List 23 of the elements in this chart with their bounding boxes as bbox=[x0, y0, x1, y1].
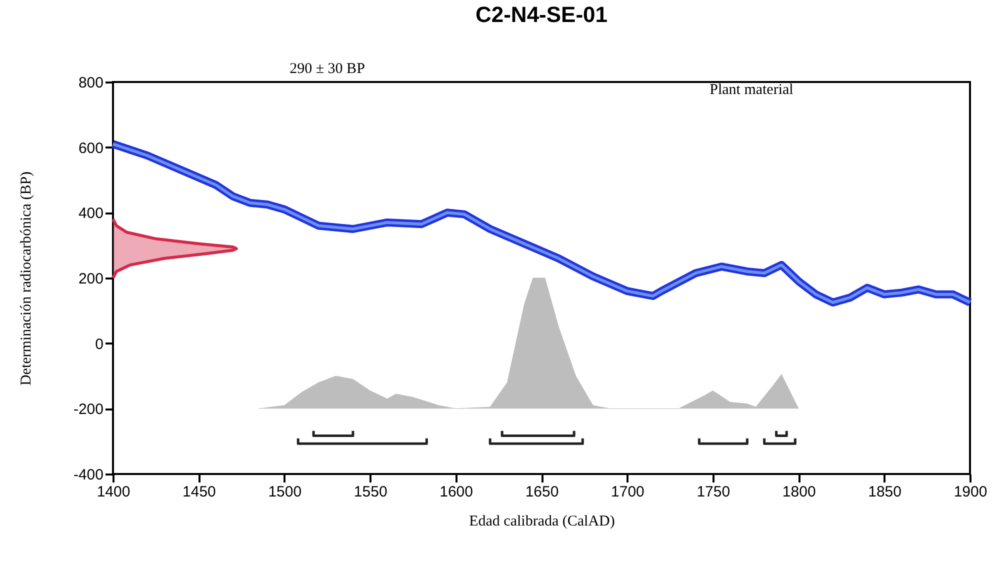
y-axis-title: Determinación radiocarbónica (BP) bbox=[18, 171, 34, 386]
y-tick-label: -200 bbox=[73, 401, 104, 418]
x-tick-label: 1400 bbox=[96, 484, 130, 500]
annotation: Plant material bbox=[710, 82, 794, 98]
y-tick-label: 200 bbox=[78, 270, 104, 288]
y-tick-label: 0 bbox=[95, 336, 104, 353]
x-tick-label: 1450 bbox=[182, 484, 216, 500]
x-tick-label: 1900 bbox=[954, 484, 988, 500]
x-tick-label: 1800 bbox=[782, 484, 816, 500]
y-tick-label: 400 bbox=[78, 205, 104, 222]
text: 290 ± 30 BP bbox=[290, 61, 365, 77]
x-tick-label: 1700 bbox=[611, 484, 644, 500]
x-tick-label: 1500 bbox=[268, 484, 302, 500]
x-tick-label: 1650 bbox=[525, 484, 559, 500]
x-tick-label: 1750 bbox=[696, 484, 730, 500]
y-tick-label: 600 bbox=[78, 140, 104, 157]
x-axis-title: Edad calibrada (CalAD) bbox=[469, 514, 615, 530]
chart-title: C2-N4-SE-01 bbox=[475, 2, 608, 27]
x-tick-label: 1550 bbox=[354, 484, 388, 500]
y-tick-label: -400 bbox=[73, 466, 104, 484]
x-tick-label: 1850 bbox=[868, 484, 902, 500]
x-tick-label: 1600 bbox=[440, 484, 473, 500]
y-tick-label: 800 bbox=[78, 74, 104, 92]
